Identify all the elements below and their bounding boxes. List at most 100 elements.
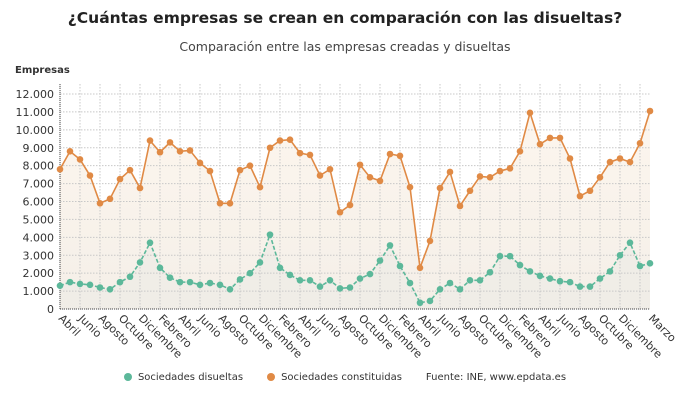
data-point-constituidas xyxy=(376,177,384,185)
data-point-disueltas xyxy=(396,262,404,270)
data-point-disueltas xyxy=(556,277,564,285)
data-point-constituidas xyxy=(596,174,604,181)
data-point-constituidas xyxy=(236,166,244,174)
data-point-constituidas xyxy=(456,202,464,210)
data-point-disueltas xyxy=(356,275,364,282)
data-point-disueltas xyxy=(106,285,114,293)
data-point-constituidas xyxy=(536,140,544,148)
legend: Sociedades disueltas Sociedades constitu… xyxy=(0,372,690,383)
data-point-constituidas xyxy=(196,159,204,167)
data-point-disueltas xyxy=(636,262,644,270)
legend-item-disueltas[interactable]: Sociedades disueltas xyxy=(123,372,244,383)
data-point-disueltas xyxy=(276,264,284,272)
data-point-constituidas xyxy=(146,137,154,144)
data-point-disueltas xyxy=(486,268,494,276)
data-point-constituidas xyxy=(586,187,594,195)
data-point-disueltas xyxy=(196,281,204,289)
y-tick-label: 5.000 xyxy=(23,213,55,226)
data-point-constituidas xyxy=(436,184,444,192)
data-point-disueltas xyxy=(96,284,104,291)
data-point-disueltas xyxy=(176,278,184,286)
y-tick-label: 3.000 xyxy=(23,249,55,262)
data-point-constituidas xyxy=(296,149,304,157)
legend-label: Sociedades disueltas xyxy=(137,372,244,383)
data-point-constituidas xyxy=(606,158,614,166)
data-point-constituidas xyxy=(506,165,514,172)
data-point-disueltas xyxy=(386,242,394,249)
data-point-constituidas xyxy=(126,166,134,174)
data-point-disueltas xyxy=(506,252,514,260)
data-point-disueltas xyxy=(476,277,484,284)
data-point-disueltas xyxy=(166,274,174,281)
data-point-disueltas xyxy=(56,282,64,290)
data-point-constituidas xyxy=(156,148,164,156)
data-point-disueltas xyxy=(316,283,324,290)
data-point-disueltas xyxy=(346,284,354,291)
data-point-disueltas xyxy=(426,297,434,305)
y-tick-label: 8.000 xyxy=(23,160,55,173)
legend-item-constituidas[interactable]: Sociedades constituidas xyxy=(267,372,402,383)
data-point-constituidas xyxy=(106,195,114,203)
data-point-constituidas xyxy=(386,150,394,158)
data-point-disueltas xyxy=(246,269,254,277)
y-tick-label: 11.000 xyxy=(16,106,55,119)
data-point-constituidas xyxy=(276,137,284,144)
data-point-disueltas xyxy=(406,279,414,287)
data-point-constituidas xyxy=(366,174,374,181)
data-point-disueltas xyxy=(326,277,334,284)
data-point-disueltas xyxy=(66,278,74,286)
data-point-constituidas xyxy=(246,162,254,169)
data-point-disueltas xyxy=(126,273,134,281)
data-point-constituidas xyxy=(406,183,414,191)
data-point-disueltas xyxy=(236,276,244,283)
data-point-constituidas xyxy=(206,167,214,175)
data-point-constituidas xyxy=(216,199,224,207)
data-point-constituidas xyxy=(356,161,364,169)
series-line-disueltas xyxy=(59,232,651,304)
data-point-constituidas xyxy=(306,151,314,159)
data-point-disueltas xyxy=(536,272,544,280)
data-point-constituidas xyxy=(576,192,584,200)
y-tick-label: 6.000 xyxy=(23,196,55,209)
data-point-disueltas xyxy=(336,285,344,292)
data-point-disueltas xyxy=(116,278,124,286)
y-tick-label: 7.000 xyxy=(23,178,55,191)
data-point-constituidas xyxy=(286,136,294,143)
x-tick-label: Abril xyxy=(56,312,83,339)
data-point-constituidas xyxy=(326,165,334,173)
data-point-constituidas xyxy=(416,264,424,272)
data-point-constituidas xyxy=(66,148,74,155)
y-tick-label: 12.000 xyxy=(16,88,55,101)
data-point-disueltas xyxy=(596,275,604,282)
data-point-disueltas xyxy=(186,278,194,286)
y-tick-label: 9.000 xyxy=(23,142,55,155)
data-point-disueltas xyxy=(566,278,574,286)
data-point-constituidas xyxy=(546,134,554,142)
data-point-disueltas xyxy=(616,251,624,259)
data-point-constituidas xyxy=(526,109,534,117)
data-point-constituidas xyxy=(566,155,574,162)
data-point-disueltas xyxy=(226,285,234,293)
data-point-disueltas xyxy=(366,270,374,278)
chart-title: ¿Cuántas empresas se crean en comparació… xyxy=(67,9,623,27)
chart-subtitle: Comparación entre las empresas creadas y… xyxy=(179,39,511,54)
data-point-constituidas xyxy=(626,158,634,166)
data-point-constituidas xyxy=(166,139,174,146)
data-point-constituidas xyxy=(96,199,104,207)
y-tick-label: 10.000 xyxy=(16,124,55,137)
data-point-disueltas xyxy=(626,239,634,247)
data-point-disueltas xyxy=(136,259,144,266)
data-point-disueltas xyxy=(296,277,304,284)
data-point-disueltas xyxy=(606,268,614,275)
data-point-disueltas xyxy=(496,252,504,260)
y-tick-label: 0 xyxy=(47,303,54,316)
data-point-constituidas xyxy=(316,172,324,179)
data-point-disueltas xyxy=(206,279,214,287)
data-point-constituidas xyxy=(556,134,564,142)
data-point-disueltas xyxy=(436,285,444,293)
data-point-constituidas xyxy=(186,147,194,154)
data-point-constituidas xyxy=(636,139,644,147)
data-point-constituidas xyxy=(256,183,264,191)
data-point-disueltas xyxy=(646,260,654,267)
